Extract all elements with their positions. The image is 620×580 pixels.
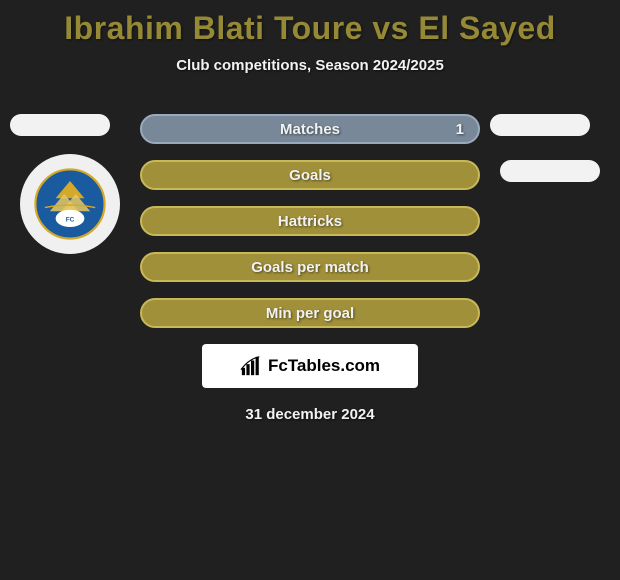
page-subtitle: Club competitions, Season 2024/2025: [0, 57, 620, 74]
stat-row-mpg: Min per goal: [0, 298, 620, 328]
stat-bar: Goals: [140, 160, 480, 190]
stat-bar: Min per goal: [140, 298, 480, 328]
stat-bar: Matches 1: [140, 114, 480, 144]
stat-label: Goals: [289, 167, 331, 184]
stat-bar: Goals per match: [140, 252, 480, 282]
stat-label: Matches: [280, 121, 340, 138]
stat-row-gpm: Goals per match: [0, 252, 620, 282]
comparison-area: FC Matches 1 Goals Hattricks Goals per m…: [0, 114, 620, 423]
bar-chart-icon: [240, 355, 262, 377]
stat-value-right: 1: [456, 121, 464, 138]
source-logo: FcTables.com: [202, 344, 418, 388]
stat-row-goals: Goals: [0, 160, 620, 190]
page-title: Ibrahim Blati Toure vs El Sayed: [0, 0, 620, 47]
stat-row-hattricks: Hattricks: [0, 206, 620, 236]
stat-bar: Hattricks: [140, 206, 480, 236]
stat-label: Min per goal: [266, 305, 354, 322]
source-logo-text: FcTables.com: [268, 356, 380, 376]
update-date: 31 december 2024: [0, 406, 620, 423]
stat-label: Goals per match: [251, 259, 369, 276]
stat-row-matches: Matches 1: [0, 114, 620, 144]
stat-label: Hattricks: [278, 213, 342, 230]
